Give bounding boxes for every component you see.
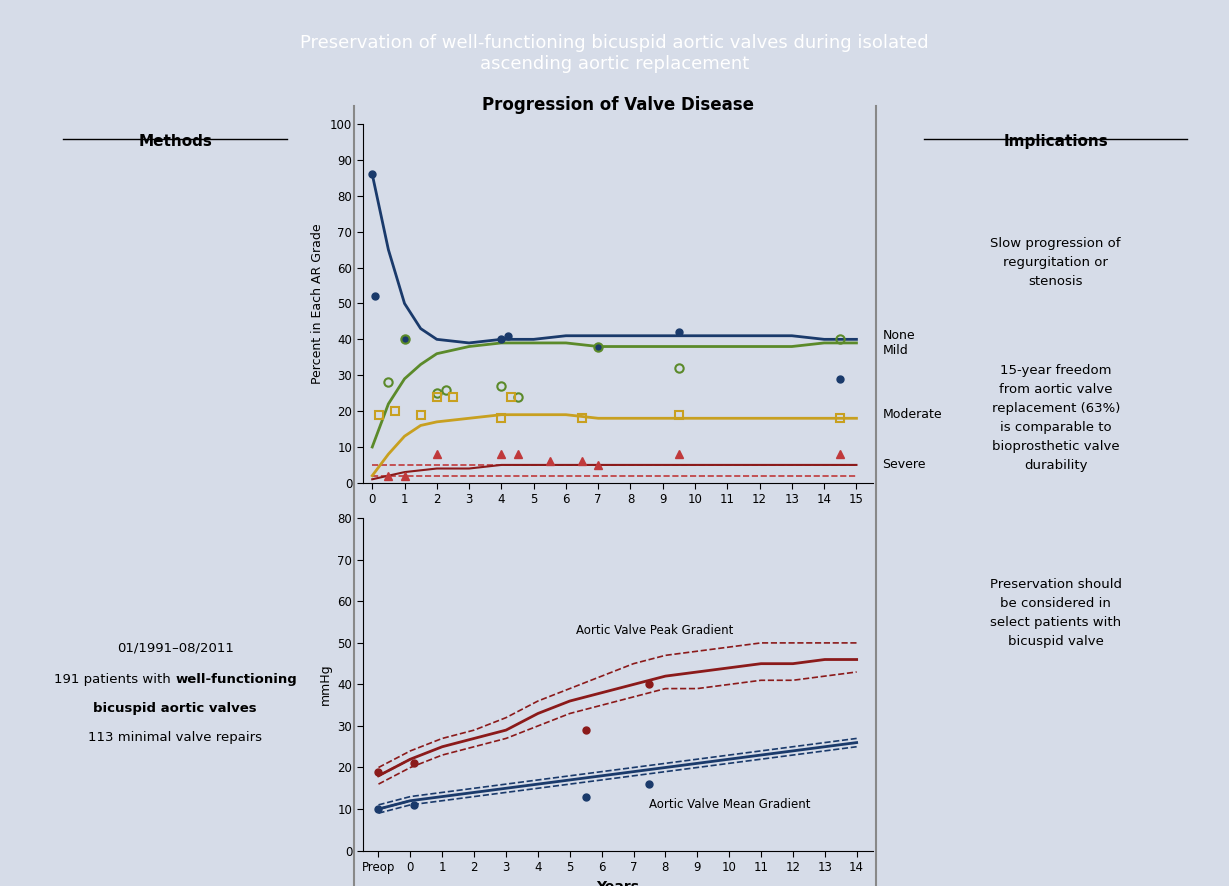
Title: Progression of Valve Disease: Progression of Valve Disease [482, 97, 753, 114]
Text: well-functioning: well-functioning [175, 672, 297, 686]
Text: Methods: Methods [138, 134, 213, 149]
Text: bicuspid aortic valves: bicuspid aortic valves [93, 702, 257, 715]
Y-axis label: Percent in Each AR Grade: Percent in Each AR Grade [311, 223, 324, 384]
Text: 113 minimal valve repairs: 113 minimal valve repairs [88, 731, 262, 743]
Text: Preservation should
be considered in
select patients with
bicuspid valve: Preservation should be considered in sel… [989, 578, 1122, 649]
Text: None: None [882, 330, 914, 342]
Text: Moderate: Moderate [882, 408, 941, 421]
Y-axis label: mmHg: mmHg [318, 664, 332, 705]
Text: Aortic Valve Peak Gradient: Aortic Valve Peak Gradient [576, 624, 734, 637]
Text: Severe: Severe [882, 458, 925, 471]
Text: 01/1991–08/2011: 01/1991–08/2011 [117, 641, 234, 655]
Text: Preservation of well-functioning bicuspid aortic valves during isolated
ascendin: Preservation of well-functioning bicuspi… [300, 34, 929, 73]
Text: Implications: Implications [1003, 134, 1109, 149]
Text: Mild: Mild [882, 344, 908, 356]
X-axis label: Years: Years [596, 880, 639, 886]
Text: Slow progression of
regurgitation or
stenosis: Slow progression of regurgitation or ste… [991, 237, 1121, 288]
Text: 15-year freedom
from aortic valve
replacement (63%)
is comparable to
bioprosthet: 15-year freedom from aortic valve replac… [992, 364, 1120, 472]
Text: Aortic Valve Mean Gradient: Aortic Valve Mean Gradient [649, 798, 811, 812]
Text: 191 patients with: 191 patients with [54, 672, 175, 686]
